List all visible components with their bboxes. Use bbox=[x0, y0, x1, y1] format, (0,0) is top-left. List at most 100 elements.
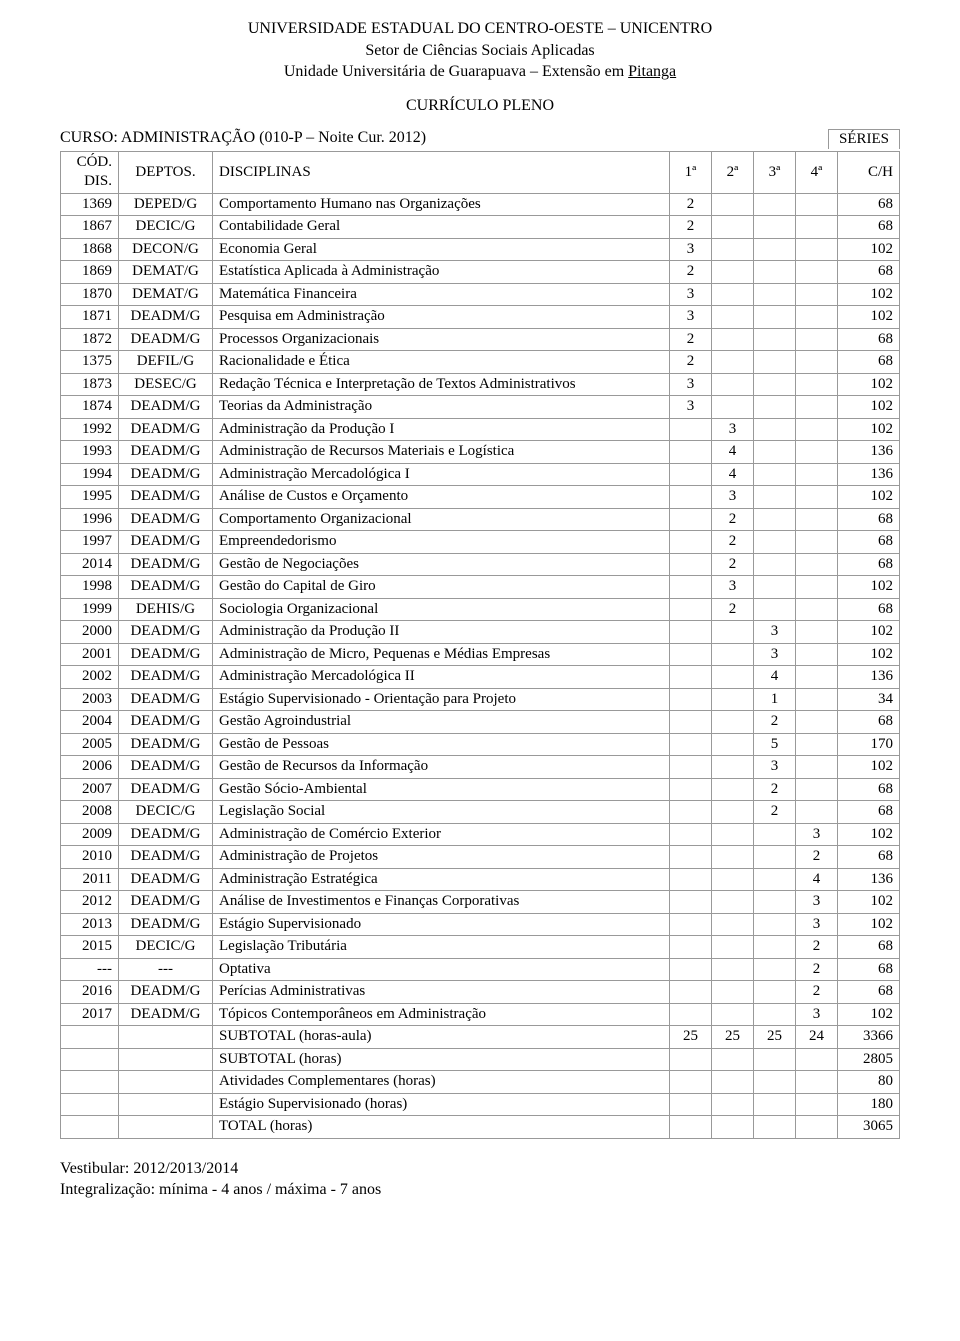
cell-ch: 102 bbox=[838, 913, 900, 936]
cell-ch: 102 bbox=[838, 756, 900, 779]
cell-s3 bbox=[754, 823, 796, 846]
cell-s2 bbox=[712, 913, 754, 936]
cell-s1 bbox=[670, 891, 712, 914]
cell-cod: 1868 bbox=[61, 238, 119, 261]
cell-s2: 3 bbox=[712, 576, 754, 599]
cell-ch: 136 bbox=[838, 868, 900, 891]
cell-s4: 2 bbox=[796, 981, 838, 1004]
table-row: 2004DEADM/GGestão Agroindustrial268 bbox=[61, 711, 900, 734]
cell-s3 bbox=[754, 328, 796, 351]
cell-s1 bbox=[670, 598, 712, 621]
cell-s4 bbox=[796, 486, 838, 509]
cell-s2: 25 bbox=[712, 1026, 754, 1049]
cell-s2 bbox=[712, 261, 754, 284]
cell-dis: Administração da Produção II bbox=[213, 621, 670, 644]
cell-dep: DEADM/G bbox=[119, 328, 213, 351]
cell-cod: 1375 bbox=[61, 351, 119, 374]
cell-dep: DEADM/G bbox=[119, 1003, 213, 1026]
cell-s2 bbox=[712, 981, 754, 1004]
cell-dep: DEADM/G bbox=[119, 778, 213, 801]
table-row: 2014DEADM/GGestão de Negociações268 bbox=[61, 553, 900, 576]
table-row: 2009DEADM/GAdministração de Comércio Ext… bbox=[61, 823, 900, 846]
cell-dis: Racionalidade e Ética bbox=[213, 351, 670, 374]
cell-s3 bbox=[754, 576, 796, 599]
col-header-s3: 3ª bbox=[754, 151, 796, 193]
cell-s1: 2 bbox=[670, 328, 712, 351]
cell-ch: 68 bbox=[838, 981, 900, 1004]
cell-ch: 68 bbox=[838, 778, 900, 801]
cell-cod: 2017 bbox=[61, 1003, 119, 1026]
curriculum-table: CÓD. DIS. DEPTOS. DISCIPLINAS 1ª 2ª 3ª 4… bbox=[60, 151, 900, 1139]
cell-s4 bbox=[796, 216, 838, 239]
cell-dis: Gestão de Recursos da Informação bbox=[213, 756, 670, 779]
cell-dep: DEADM/G bbox=[119, 508, 213, 531]
cell-cod: 2006 bbox=[61, 756, 119, 779]
cell-s3: 5 bbox=[754, 733, 796, 756]
cell-cod bbox=[61, 1116, 119, 1139]
cell-s3 bbox=[754, 283, 796, 306]
cell-s2 bbox=[712, 306, 754, 329]
table-row: Estágio Supervisionado (horas)180 bbox=[61, 1093, 900, 1116]
cell-s3 bbox=[754, 486, 796, 509]
cell-s3 bbox=[754, 193, 796, 216]
cell-s1 bbox=[670, 441, 712, 464]
cell-dis: Matemática Financeira bbox=[213, 283, 670, 306]
cell-s1 bbox=[670, 778, 712, 801]
header-link-pitanga[interactable]: Pitanga bbox=[628, 63, 676, 80]
cell-ch: 68 bbox=[838, 508, 900, 531]
cell-s1: 3 bbox=[670, 306, 712, 329]
cell-s3 bbox=[754, 418, 796, 441]
cell-dep: DECIC/G bbox=[119, 936, 213, 959]
table-row: 2016DEADM/GPerícias Administrativas268 bbox=[61, 981, 900, 1004]
cell-cod: 1369 bbox=[61, 193, 119, 216]
cell-s2: 2 bbox=[712, 531, 754, 554]
cell-s1 bbox=[670, 531, 712, 554]
cell-dis: Análise de Investimentos e Finanças Corp… bbox=[213, 891, 670, 914]
table-row: 2005DEADM/GGestão de Pessoas5170 bbox=[61, 733, 900, 756]
series-label-box: SÉRIES bbox=[828, 129, 900, 149]
cell-ch: 102 bbox=[838, 486, 900, 509]
cell-s3 bbox=[754, 441, 796, 464]
table-row: 2015DECIC/GLegislação Tributária268 bbox=[61, 936, 900, 959]
cell-ch: 68 bbox=[838, 351, 900, 374]
cell-dep: DESEC/G bbox=[119, 373, 213, 396]
cell-s2 bbox=[712, 396, 754, 419]
cell-s4 bbox=[796, 1116, 838, 1139]
col-header-cod: CÓD. DIS. bbox=[61, 151, 119, 193]
table-row: 2003DEADM/GEstágio Supervisionado - Orie… bbox=[61, 688, 900, 711]
cell-ch: 34 bbox=[838, 688, 900, 711]
cell-s2 bbox=[712, 1116, 754, 1139]
cell-s4 bbox=[796, 778, 838, 801]
cell-s3 bbox=[754, 306, 796, 329]
cell-s1 bbox=[670, 733, 712, 756]
cell-cod: 1997 bbox=[61, 531, 119, 554]
table-head: CÓD. DIS. DEPTOS. DISCIPLINAS 1ª 2ª 3ª 4… bbox=[61, 151, 900, 193]
cell-s1: 3 bbox=[670, 373, 712, 396]
cell-s3 bbox=[754, 508, 796, 531]
table-row: 1871DEADM/GPesquisa em Administração3102 bbox=[61, 306, 900, 329]
cell-s4: 4 bbox=[796, 868, 838, 891]
cell-cod: 2010 bbox=[61, 846, 119, 869]
cell-ch: 102 bbox=[838, 823, 900, 846]
cell-dep: DEHIS/G bbox=[119, 598, 213, 621]
cell-s3 bbox=[754, 351, 796, 374]
cell-s4 bbox=[796, 441, 838, 464]
cell-dep: DEADM/G bbox=[119, 688, 213, 711]
cell-ch: 136 bbox=[838, 463, 900, 486]
cell-s1 bbox=[670, 1048, 712, 1071]
cell-s2 bbox=[712, 778, 754, 801]
cell-ch: 102 bbox=[838, 283, 900, 306]
cell-s3 bbox=[754, 913, 796, 936]
cell-dis: Administração de Micro, Pequenas e Média… bbox=[213, 643, 670, 666]
cell-s4: 3 bbox=[796, 1003, 838, 1026]
cell-cod: 2013 bbox=[61, 913, 119, 936]
table-row: 2013DEADM/GEstágio Supervisionado3102 bbox=[61, 913, 900, 936]
cell-s4: 3 bbox=[796, 823, 838, 846]
cell-cod: 2001 bbox=[61, 643, 119, 666]
table-row: 2011DEADM/GAdministração Estratégica4136 bbox=[61, 868, 900, 891]
cell-dep: DEMAT/G bbox=[119, 261, 213, 284]
cell-ch: 180 bbox=[838, 1093, 900, 1116]
cell-dep: DEADM/G bbox=[119, 868, 213, 891]
cell-s2: 2 bbox=[712, 553, 754, 576]
cell-ch: 68 bbox=[838, 958, 900, 981]
